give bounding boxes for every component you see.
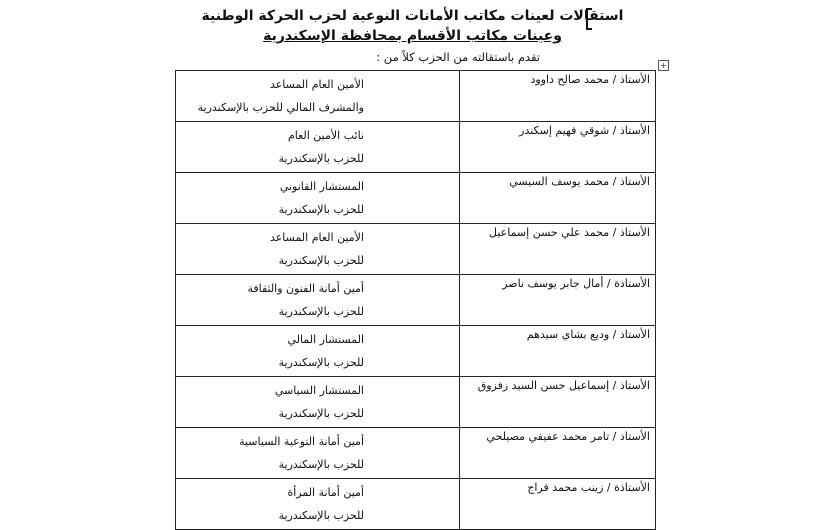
role-line-1: المستشار السياسي xyxy=(274,384,364,397)
bracket-mark xyxy=(586,8,592,30)
member-name: الأستاذ / شوقي فهيم إسكندر xyxy=(459,121,656,173)
role-line-2: للحزب بالإسكندرية xyxy=(278,305,364,318)
role-line-1: المستشار القانوني xyxy=(279,180,364,193)
table-row: الأستاذ / محمد علي حسن إسماعيل الأمين ال… xyxy=(175,223,656,275)
member-role: الأمين العام المساعد للحزب بالإسكندرية xyxy=(175,223,460,275)
role-line-1: المستشار المالي xyxy=(287,333,364,346)
title-line-2-text: وعينات مكاتب الأقسام بمحافظة الإسكندرية xyxy=(263,28,562,44)
member-role: المستشار السياسي للحزب بالإسكندرية xyxy=(175,376,460,428)
member-name: الأستاذ / محمد صالح داوود xyxy=(459,70,656,122)
title-line-2: وعينات مكاتب الأقسام بمحافظة الإسكندرية xyxy=(0,28,825,44)
role-line-2: للحزب بالإسكندرية xyxy=(278,509,364,522)
table-row: الأستاذ / إسماعيل حسن السيد زفزوق المستش… xyxy=(175,376,656,428)
intro-text: تقدم باستقالته من الحزب كلاً من : xyxy=(376,50,540,64)
member-name: الأستاذ / تامر محمد عفيفي مصيلحي xyxy=(459,427,656,479)
role-line-2: للحزب بالإسكندرية xyxy=(278,203,364,216)
table-row: الأستاذ / محمد يوسف السيسي المستشار القا… xyxy=(175,172,656,224)
member-name: الأستاذ / وديع بشاي سيدهم xyxy=(459,325,656,377)
role-line-1: نائب الأمين العام xyxy=(287,129,364,142)
member-name: الأستاذة / زينب محمد فراج xyxy=(459,478,656,530)
table-row: الأستاذة / أمال جابر يوسف ناصر أمين أمان… xyxy=(175,274,656,326)
role-line-1: الأمين العام المساعد xyxy=(269,231,364,244)
role-line-1: الأمين العام المساعد xyxy=(269,78,364,91)
member-name: الأستاذ / إسماعيل حسن السيد زفزوق xyxy=(459,376,656,428)
role-line-2: والمشرف المالي للحزب بالإسكندرية xyxy=(197,101,364,114)
role-line-2: للحزب بالإسكندرية xyxy=(278,458,364,471)
move-icon[interactable]: + xyxy=(658,60,669,71)
member-role: الأمين العام المساعد والمشرف المالي للحزب… xyxy=(175,70,460,122)
table-row: الأستاذ / محمد صالح داوود الأمين العام ا… xyxy=(175,70,656,122)
role-line-2: للحزب بالإسكندرية xyxy=(278,356,364,369)
role-line-1: أمين أمانة المرأة xyxy=(287,486,364,499)
member-role: أمين أمانة التوعية السياسية للحزب بالإسكن… xyxy=(175,427,460,479)
member-name: الأستاذ / محمد علي حسن إسماعيل xyxy=(459,223,656,275)
member-name: الأستاذة / أمال جابر يوسف ناصر xyxy=(459,274,656,326)
role-line-2: للحزب بالإسكندرية xyxy=(278,254,364,267)
table-row: الأستاذ / شوقي فهيم إسكندر نائب الأمين ا… xyxy=(175,121,656,173)
member-name: الأستاذ / محمد يوسف السيسي xyxy=(459,172,656,224)
member-role: المستشار المالي للحزب بالإسكندرية xyxy=(175,325,460,377)
resignations-table: الأستاذ / محمد صالح داوود الأمين العام ا… xyxy=(175,70,656,530)
table-row: الأستاذة / زينب محمد فراج أمين أمانة الم… xyxy=(175,478,656,530)
role-line-2: للحزب بالإسكندرية xyxy=(278,407,364,420)
member-role: أمين أمانة الفنون والثقافة للحزب بالإسكند… xyxy=(175,274,460,326)
role-line-1: أمين أمانة التوعية السياسية xyxy=(239,435,364,448)
role-line-1: أمين أمانة الفنون والثقافة xyxy=(247,282,364,295)
role-line-2: للحزب بالإسكندرية xyxy=(278,152,364,165)
title-line-1: استقالات لعينات مكاتب الأمانات النوعية ل… xyxy=(201,8,624,24)
member-role: أمين أمانة المرأة للحزب بالإسكندرية xyxy=(175,478,460,530)
table-row: الأستاذ / وديع بشاي سيدهم المستشار المال… xyxy=(175,325,656,377)
table-row: الأستاذ / تامر محمد عفيفي مصيلحي أمين أم… xyxy=(175,427,656,479)
member-role: نائب الأمين العام للحزب بالإسكندرية xyxy=(175,121,460,173)
member-role: المستشار القانوني للحزب بالإسكندرية xyxy=(175,172,460,224)
